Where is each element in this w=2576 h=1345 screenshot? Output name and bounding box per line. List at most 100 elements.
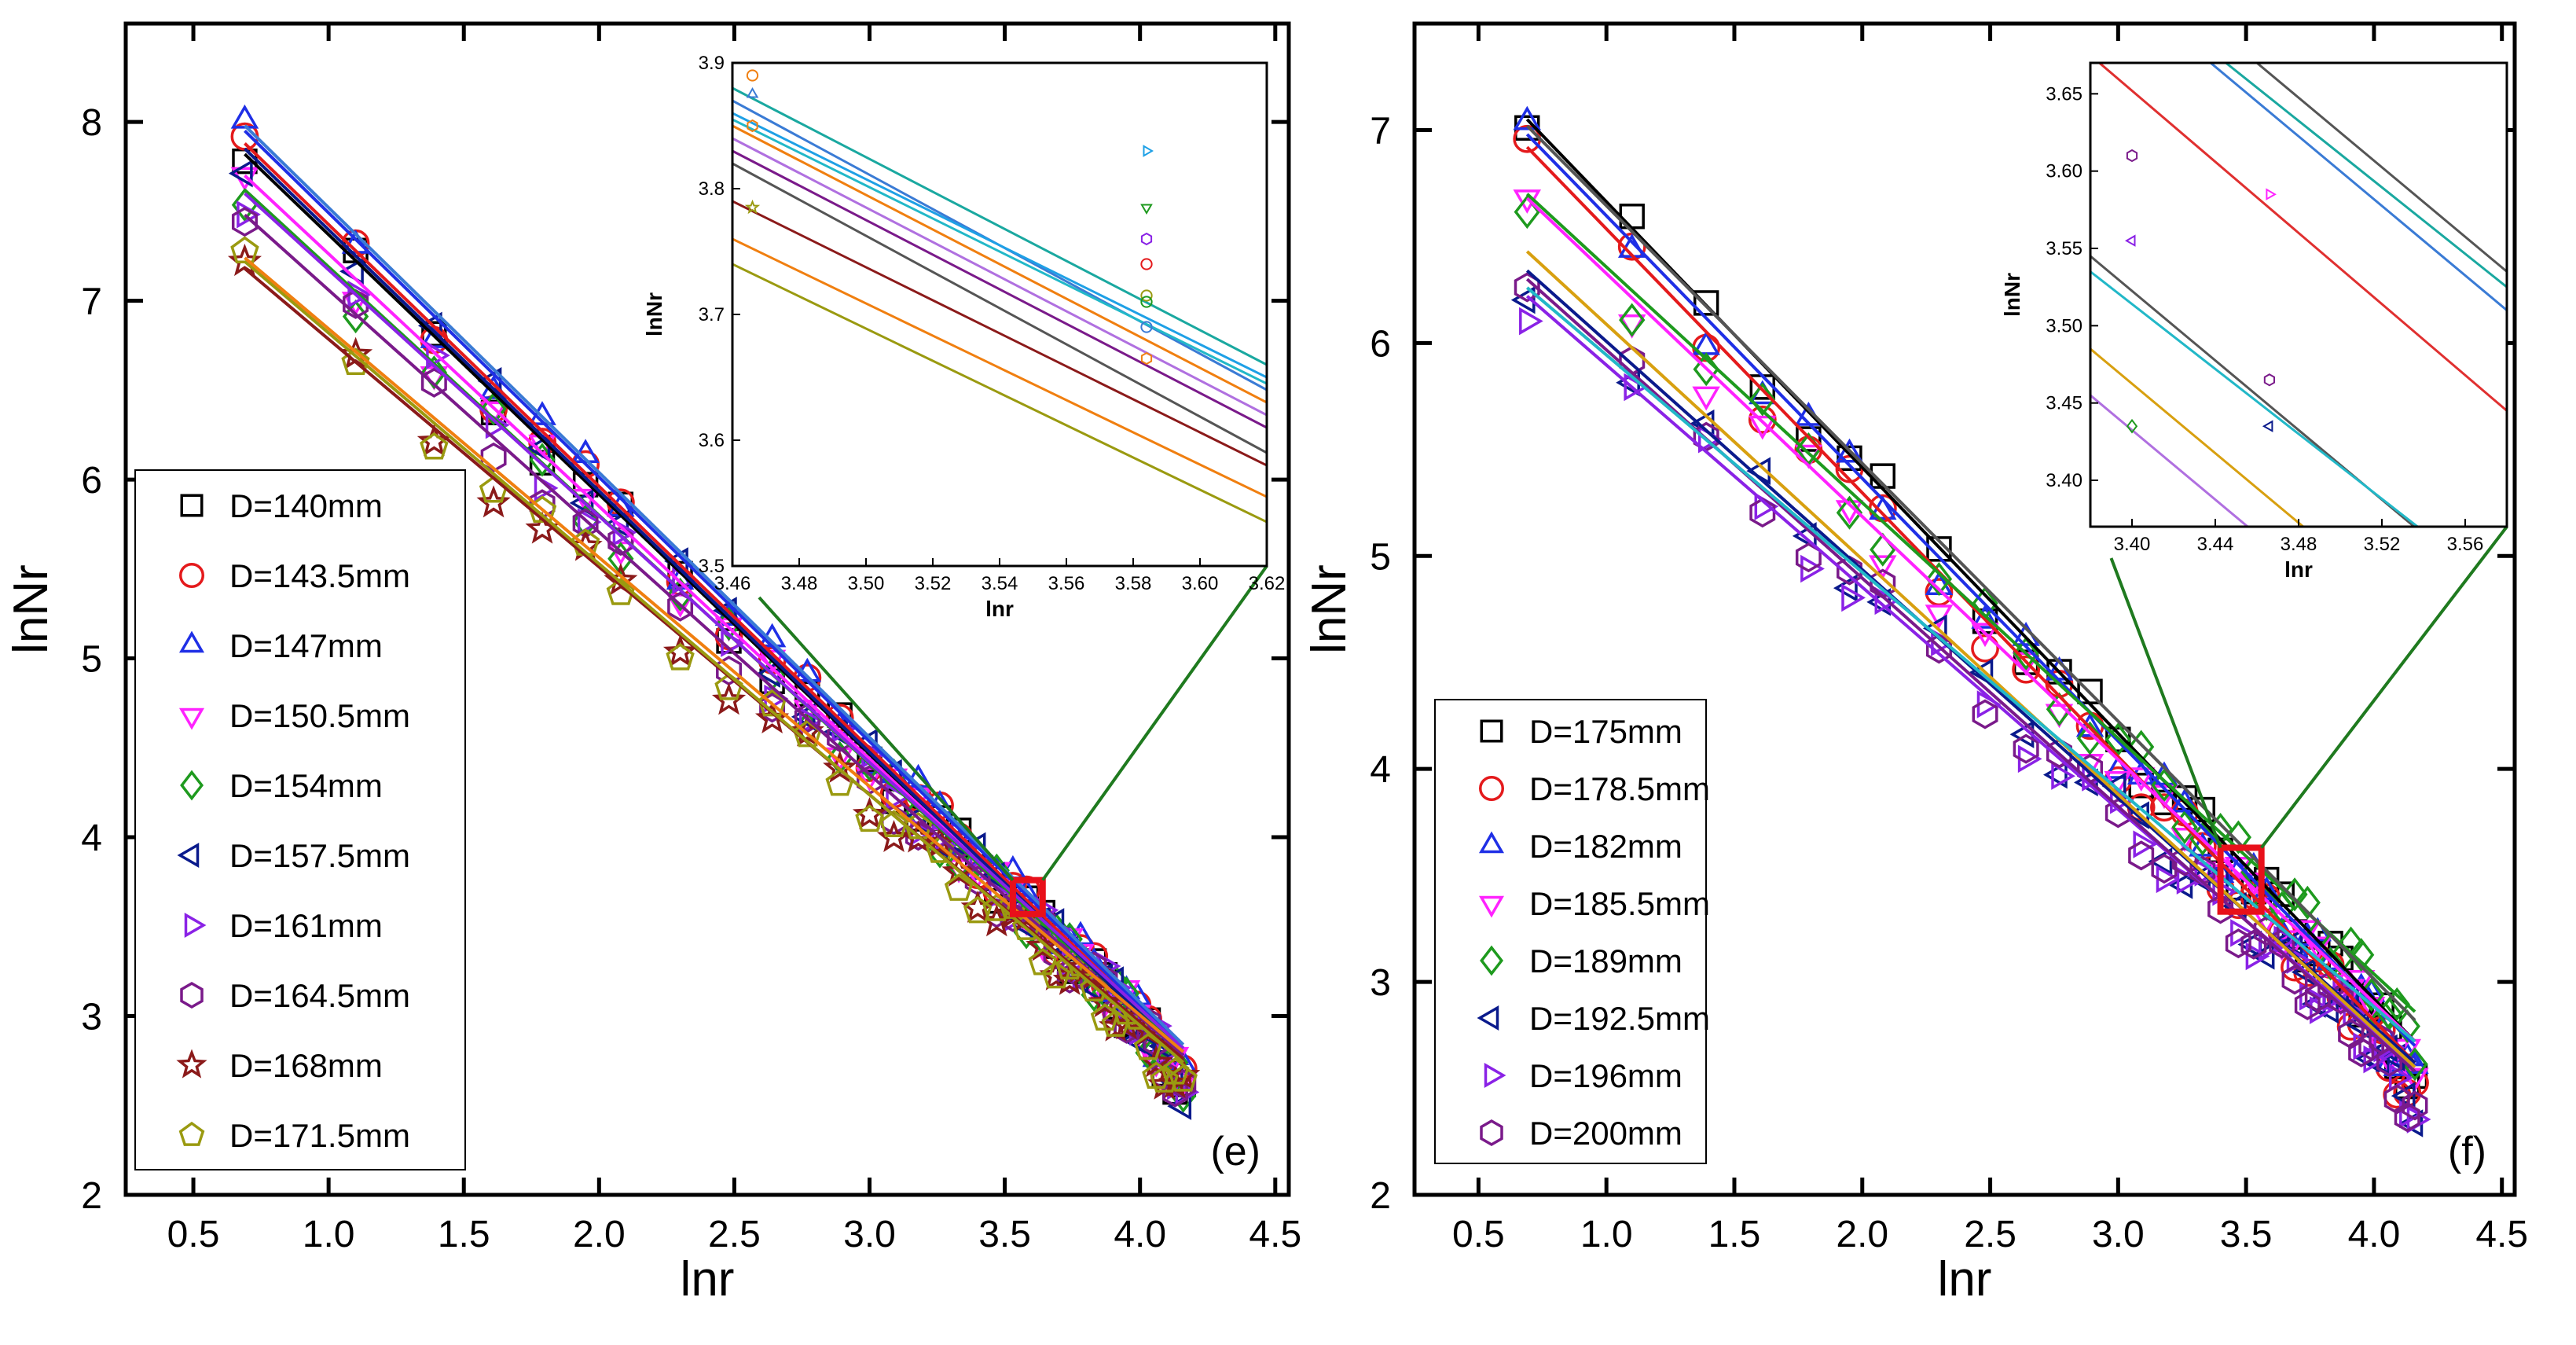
axes-frame — [1412, 21, 2517, 1197]
inset-fit-line — [732, 124, 1267, 404]
legend-label: D=168mm — [229, 1047, 383, 1084]
data-point — [480, 391, 507, 426]
inset-x-axis-label: lnr — [2284, 557, 2313, 582]
legend-marker — [178, 630, 205, 653]
data-point — [1692, 386, 1720, 411]
zoom-connector — [1041, 564, 1268, 881]
x-tick-label: 4.5 — [1249, 1214, 1301, 1255]
data-point — [1749, 382, 1776, 417]
fit-line — [1525, 286, 2416, 1043]
legend-marker — [1478, 831, 1505, 854]
inset-data-point — [1140, 296, 1153, 308]
legend-label: D=185.5mm — [1529, 885, 1710, 922]
y-tick-label: 6 — [81, 460, 102, 502]
data-point — [666, 643, 695, 671]
data-point — [2051, 762, 2076, 790]
data-point — [2347, 938, 2375, 972]
inset-fit-line — [2255, 63, 2507, 273]
x-tick-label: 2.5 — [708, 1214, 761, 1255]
legend-label: D=140mm — [229, 487, 383, 524]
y-tick-label: 4 — [1370, 749, 1391, 791]
inset-fit-line — [2097, 63, 2507, 412]
data-point — [1925, 562, 1953, 597]
data-point — [823, 750, 857, 783]
data-point — [607, 542, 634, 576]
data-point — [237, 200, 261, 229]
y-tick-label: 2 — [1370, 1175, 1391, 1217]
inset-x-tick-label: 3.52 — [2364, 534, 2401, 555]
legend-marker — [177, 842, 200, 869]
fit-line — [1525, 193, 2416, 1013]
inset-fit-line — [2090, 394, 2250, 527]
data-point — [666, 593, 695, 618]
data-point — [231, 207, 258, 237]
data-point — [480, 442, 507, 472]
inset-y-tick-label: 3.50 — [2046, 315, 2082, 336]
inset-fit-line — [732, 200, 1267, 467]
inset-fit-line — [732, 86, 1267, 366]
data-point — [343, 288, 369, 319]
data-point — [420, 432, 449, 460]
legend: D=140mm D=143.5mm D=147mm D=150.5mm D=154mm D… — [134, 469, 466, 1170]
inset-frame-bg — [731, 61, 1268, 568]
data-point — [855, 804, 884, 832]
zoom-connector — [2260, 525, 2508, 849]
data-point — [2245, 942, 2270, 971]
data-point — [944, 873, 974, 901]
inset-y-tick-label: 3.55 — [2046, 238, 2082, 259]
inset-plot-area — [732, 69, 1267, 524]
data-point — [2225, 928, 2251, 959]
data-point — [1619, 303, 1646, 337]
inset-data-point — [1140, 321, 1153, 333]
inset-y-tick-label: 3.7 — [699, 304, 725, 325]
fit-line — [1525, 124, 2416, 1022]
y-tick-label: 8 — [81, 102, 102, 144]
data-point — [577, 508, 602, 536]
legend-label: D=192.5mm — [1529, 1000, 1710, 1037]
legend-label: D=175mm — [1529, 713, 1682, 750]
data-point — [2133, 830, 2158, 858]
data-point — [1800, 554, 1825, 583]
x-tick-label: 3.5 — [978, 1214, 1031, 1255]
inset-y-tick-label: 3.65 — [2046, 83, 2082, 105]
data-point — [2250, 942, 2275, 970]
data-point — [1926, 536, 1952, 562]
data-point — [963, 895, 993, 924]
data-point — [1971, 634, 1999, 663]
inset-fit-line — [2090, 255, 2416, 527]
data-point — [2294, 885, 2321, 920]
fit-line — [244, 256, 1185, 1053]
data-point — [2294, 990, 2321, 1020]
data-point — [1837, 555, 1862, 586]
legend-marker — [1479, 776, 1504, 801]
data-point — [1972, 699, 1998, 729]
inset-x-tick-label: 3.40 — [2114, 534, 2151, 555]
inset-data-point — [1140, 351, 1153, 366]
panel-tag: (f) — [2448, 1129, 2486, 1174]
x-tick-label: 3.0 — [2092, 1214, 2145, 1255]
data-point — [1043, 939, 1070, 970]
inset-y-tick-label: 3.5 — [699, 556, 725, 577]
legend-marker — [1478, 895, 1505, 918]
inset-data-point — [1140, 258, 1153, 270]
inset-y-axis-label: lnNr — [2000, 273, 2024, 317]
data-point — [1150, 1065, 1179, 1093]
y-tick-label: 7 — [1370, 110, 1391, 152]
data-point — [2042, 760, 2068, 789]
inset-fit-line — [732, 237, 1267, 498]
data-point — [1169, 1064, 1198, 1092]
data-point — [662, 634, 698, 667]
data-point — [2151, 854, 2178, 884]
data-point — [607, 526, 634, 557]
data-point — [2176, 866, 2201, 895]
x-tick-label: 4.5 — [2475, 1214, 2528, 1255]
data-point — [1748, 405, 1777, 434]
inset-y-tick-label: 3.60 — [2046, 161, 2082, 182]
data-point — [1870, 532, 1896, 567]
chart-panel-1: 0.5 1.0 1.5 2.0 2.5 3.0 3.5 4.0 4.5 2 3 4 5 6 7 lnr lnNr… — [1302, 21, 2528, 1306]
fit-line — [1525, 197, 2416, 1043]
zoom-connector — [2109, 557, 2222, 849]
inset-y-tick-label: 3.9 — [699, 53, 725, 74]
y-axis-label: lnNr — [1302, 564, 1356, 654]
data-point — [2225, 820, 2252, 854]
